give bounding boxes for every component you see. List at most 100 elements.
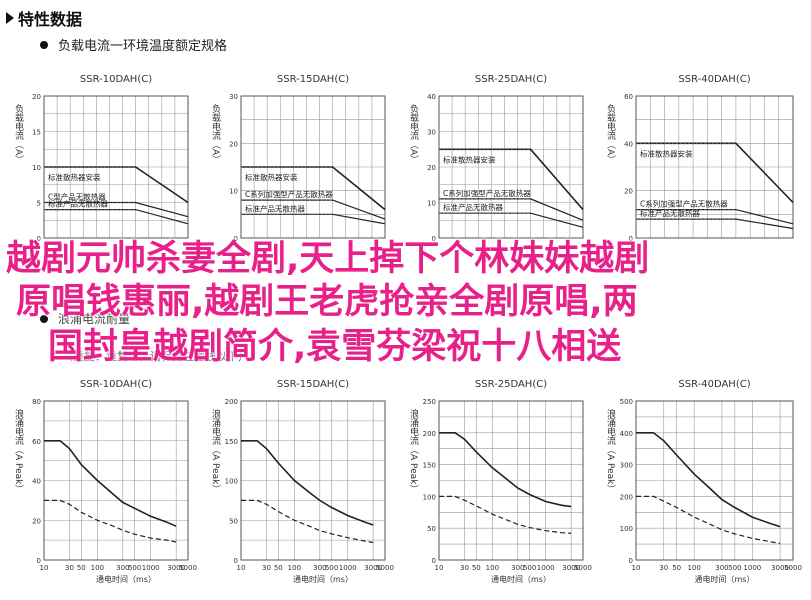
derating-chart-40dah: SSR-40DAH(C) 0 20 40 60 负载电流（A） 标准散热器安装 C系列加强型产… xyxy=(605,74,794,243)
series-line-0 xyxy=(241,166,386,211)
x-axis-label: 通电时间（ms） xyxy=(293,574,353,584)
y-tick-label: 60 xyxy=(624,93,633,101)
y-tick-label: 10 xyxy=(32,164,41,172)
y-tick-label: 0 xyxy=(37,557,41,565)
chart-title: SSR-15DAH(C) xyxy=(277,74,349,85)
x-axis-label: 通电时间（ms） xyxy=(96,574,156,584)
y-tick-label: 50 xyxy=(229,517,238,525)
series-line-0 xyxy=(439,148,584,211)
chart-title: SSR-25DAH(C) xyxy=(475,379,547,390)
series-line-2 xyxy=(44,209,189,225)
x-tick-label: 30 xyxy=(65,564,74,572)
y-tick-label: 100 xyxy=(620,525,633,533)
x-tick-label: 5000 xyxy=(574,564,592,572)
x-tick-label: 300 xyxy=(511,564,524,572)
surge-chart-40dah: SSR-40DAH(C) 0 100 200 300 400 500 浪涌电流（A Peak）… xyxy=(605,379,802,584)
bullet-heading-text: 负载电流一环境温度额定规格 xyxy=(58,39,228,54)
series-line-0 xyxy=(636,432,781,528)
y-tick-label: 400 xyxy=(620,430,633,438)
y-tick-label: 200 xyxy=(225,398,238,406)
chart-title: SSR-40DAH(C) xyxy=(678,74,750,85)
y-axis-label: 浪涌电流（A Peak） xyxy=(210,408,221,493)
x-tick-label: 100 xyxy=(288,564,301,572)
surge-note: （重复：重复时，请保持在虚线以下） xyxy=(62,350,249,363)
x-tick-label: 100 xyxy=(91,564,104,572)
y-axis-label: 负载电流（A） xyxy=(13,103,24,164)
y-tick-label: 10 xyxy=(229,188,238,196)
series-line-2 xyxy=(636,218,794,230)
overlay-line-1: 越剧元帅杀妻全剧,天上掉下个林妹妹越剧 xyxy=(6,239,650,279)
bullet-heading-surge: 浪涌电流耐量 xyxy=(40,310,130,327)
derating-chart-10dah: SSR-10DAH(C) 0 5 10 15 20 负载电流（A） 标准散热器安装 C型产品无散… xyxy=(13,74,189,243)
series-line-1 xyxy=(241,499,374,544)
x-tick-label: 500 xyxy=(728,564,741,572)
x-tick-label: 50 xyxy=(274,564,283,572)
series-line-0 xyxy=(44,166,189,204)
series-line-1 xyxy=(44,499,177,543)
x-axis-label: 通电时间（ms） xyxy=(695,574,755,584)
y-tick-label: 250 xyxy=(423,398,436,406)
series-label: C系列加强型产品无散热器 xyxy=(443,188,531,198)
x-tick-label: 1000 xyxy=(142,564,160,572)
y-tick-label: 20 xyxy=(624,188,633,196)
series-label: 标准产品无散热器 xyxy=(48,199,108,209)
x-tick-label: 50 xyxy=(77,564,86,572)
y-tick-label: 20 xyxy=(229,140,238,148)
x-tick-label: 10 xyxy=(237,564,246,572)
x-tick-label: 5000 xyxy=(784,564,802,572)
series-label: 标准产品无散热器 xyxy=(245,203,305,213)
y-tick-label: 40 xyxy=(427,93,436,101)
y-tick-label: 5 xyxy=(37,200,41,208)
x-tick-label: 300 xyxy=(715,564,728,572)
series-label: 标准产品无散热器 xyxy=(640,208,700,218)
series-line-1 xyxy=(241,199,386,220)
chart-title: SSR-15DAH(C) xyxy=(277,379,349,390)
series-label: C系列加强型产品无散热器 xyxy=(245,189,333,199)
y-tick-label: 100 xyxy=(225,478,238,486)
x-tick-label: 300 xyxy=(313,564,326,572)
y-tick-label: 0 xyxy=(629,557,633,565)
plot-frame xyxy=(635,95,794,239)
x-tick-label: 10 xyxy=(40,564,49,572)
y-axis-label: 浪涌电流（A Peak） xyxy=(13,408,24,493)
series-label: 标准散热器安装 xyxy=(443,154,496,164)
surge-chart-25dah: SSR-25DAH(C) 0 50 100 150 200 250 浪涌电流（A Peak） 1… xyxy=(408,379,592,584)
y-axis-label: 浪涌电流（A Peak） xyxy=(605,408,616,493)
y-tick-label: 10 xyxy=(427,200,436,208)
x-tick-label: 50 xyxy=(472,564,481,572)
y-tick-label: 0 xyxy=(37,235,41,243)
chart-title: SSR-10DAH(C) xyxy=(80,74,152,85)
plot-frame xyxy=(438,400,584,561)
triangle-marker-icon xyxy=(6,12,14,24)
y-tick-label: 500 xyxy=(620,398,633,406)
x-tick-label: 3000 xyxy=(562,564,580,572)
y-tick-label: 80 xyxy=(32,398,41,406)
series-line-2 xyxy=(439,212,584,228)
y-tick-label: 200 xyxy=(620,493,633,501)
overlay-line-3: 国封皇越剧简介,袁雪芬梁祝十八相送 xyxy=(48,327,622,367)
y-tick-label: 30 xyxy=(427,129,436,137)
x-tick-label: 500 xyxy=(128,564,141,572)
x-tick-label: 5000 xyxy=(179,564,197,572)
y-tick-label: 40 xyxy=(624,140,633,148)
y-tick-label: 20 xyxy=(427,164,436,172)
y-tick-label: 300 xyxy=(620,462,633,470)
x-tick-label: 50 xyxy=(672,564,681,572)
y-tick-label: 100 xyxy=(423,493,436,501)
bullet-icon xyxy=(40,314,48,323)
x-axis-label: 通电时间（ms） xyxy=(491,574,551,584)
y-axis-label: 负载电流（A） xyxy=(605,103,616,164)
y-tick-label: 20 xyxy=(32,517,41,525)
section-title-text: 特性数据 xyxy=(18,10,83,29)
y-tick-label: 40 xyxy=(32,478,41,486)
series-label: 标准散热器安装 xyxy=(48,172,101,182)
plot-frame xyxy=(43,400,189,561)
surge-chart-10dah: SSR-10DAH(C) 0 20 40 60 80 浪涌电流（A Peak） 10 30 50 1… xyxy=(13,379,197,584)
x-tick-label: 3000 xyxy=(771,564,789,572)
y-tick-label: 0 xyxy=(432,557,436,565)
x-tick-label: 3000 xyxy=(167,564,185,572)
derating-chart-25dah: SSR-25DAH(C) 0 10 20 30 40 负载电流（A） 标准散热器安装 C系列加强… xyxy=(408,74,584,243)
series-line-2 xyxy=(241,213,386,225)
x-tick-label: 3000 xyxy=(364,564,382,572)
x-tick-label: 1000 xyxy=(339,564,357,572)
